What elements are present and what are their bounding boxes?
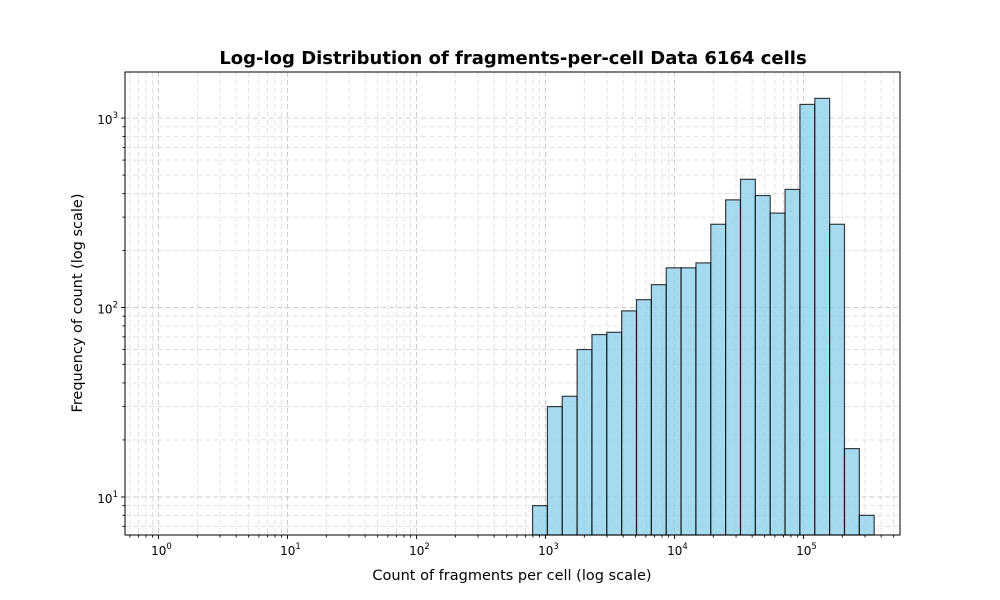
y-tick-label: 101: [97, 490, 118, 506]
histogram-bar: [725, 199, 742, 536]
y-tick-label: 102: [97, 301, 118, 317]
histogram-bar: [829, 223, 846, 536]
histogram-bar: [680, 267, 697, 536]
histogram-bar: [843, 448, 860, 536]
histogram-bar: [606, 331, 623, 536]
histogram-bar: [546, 405, 563, 536]
histogram-bar: [799, 103, 816, 536]
histogram-bar: [739, 178, 756, 536]
x-tick-label: 102: [409, 542, 430, 558]
histogram-bar: [576, 348, 593, 536]
y-axis-label: Frequency of count (log scale): [70, 193, 86, 412]
x-tick-label: 100: [151, 542, 172, 558]
plot-frame: [124, 71, 901, 536]
histogram-bar: [621, 310, 638, 536]
histogram-bar: [591, 333, 608, 536]
histogram-bar: [858, 514, 875, 536]
histogram-bar: [769, 212, 786, 536]
histogram-bar: [710, 223, 727, 536]
x-tick-label: 105: [796, 542, 817, 558]
histogram-bar: [784, 188, 801, 536]
histogram-bar: [814, 97, 831, 536]
axis-ticks: 100 101 102 103 104 105 101 102 103: [97, 111, 895, 558]
y-tick-label: 103: [97, 111, 118, 127]
histogram-bar: [695, 262, 712, 536]
x-tick-label: 103: [538, 542, 559, 558]
x-axis-label: Count of fragments per cell (log scale): [372, 568, 651, 584]
histogram-bar: [650, 284, 667, 536]
x-tick-label: 101: [280, 542, 301, 558]
histogram-bar: [561, 395, 578, 536]
histogram-bars: [531, 97, 875, 536]
histogram-bar: [754, 194, 771, 536]
histogram-bar: [665, 267, 682, 536]
chart-title: Log-log Distribution of fragments-per-ce…: [219, 48, 806, 69]
histogram-bar: [531, 505, 549, 536]
histogram-bar: [635, 299, 652, 536]
x-tick-label: 104: [667, 542, 688, 558]
